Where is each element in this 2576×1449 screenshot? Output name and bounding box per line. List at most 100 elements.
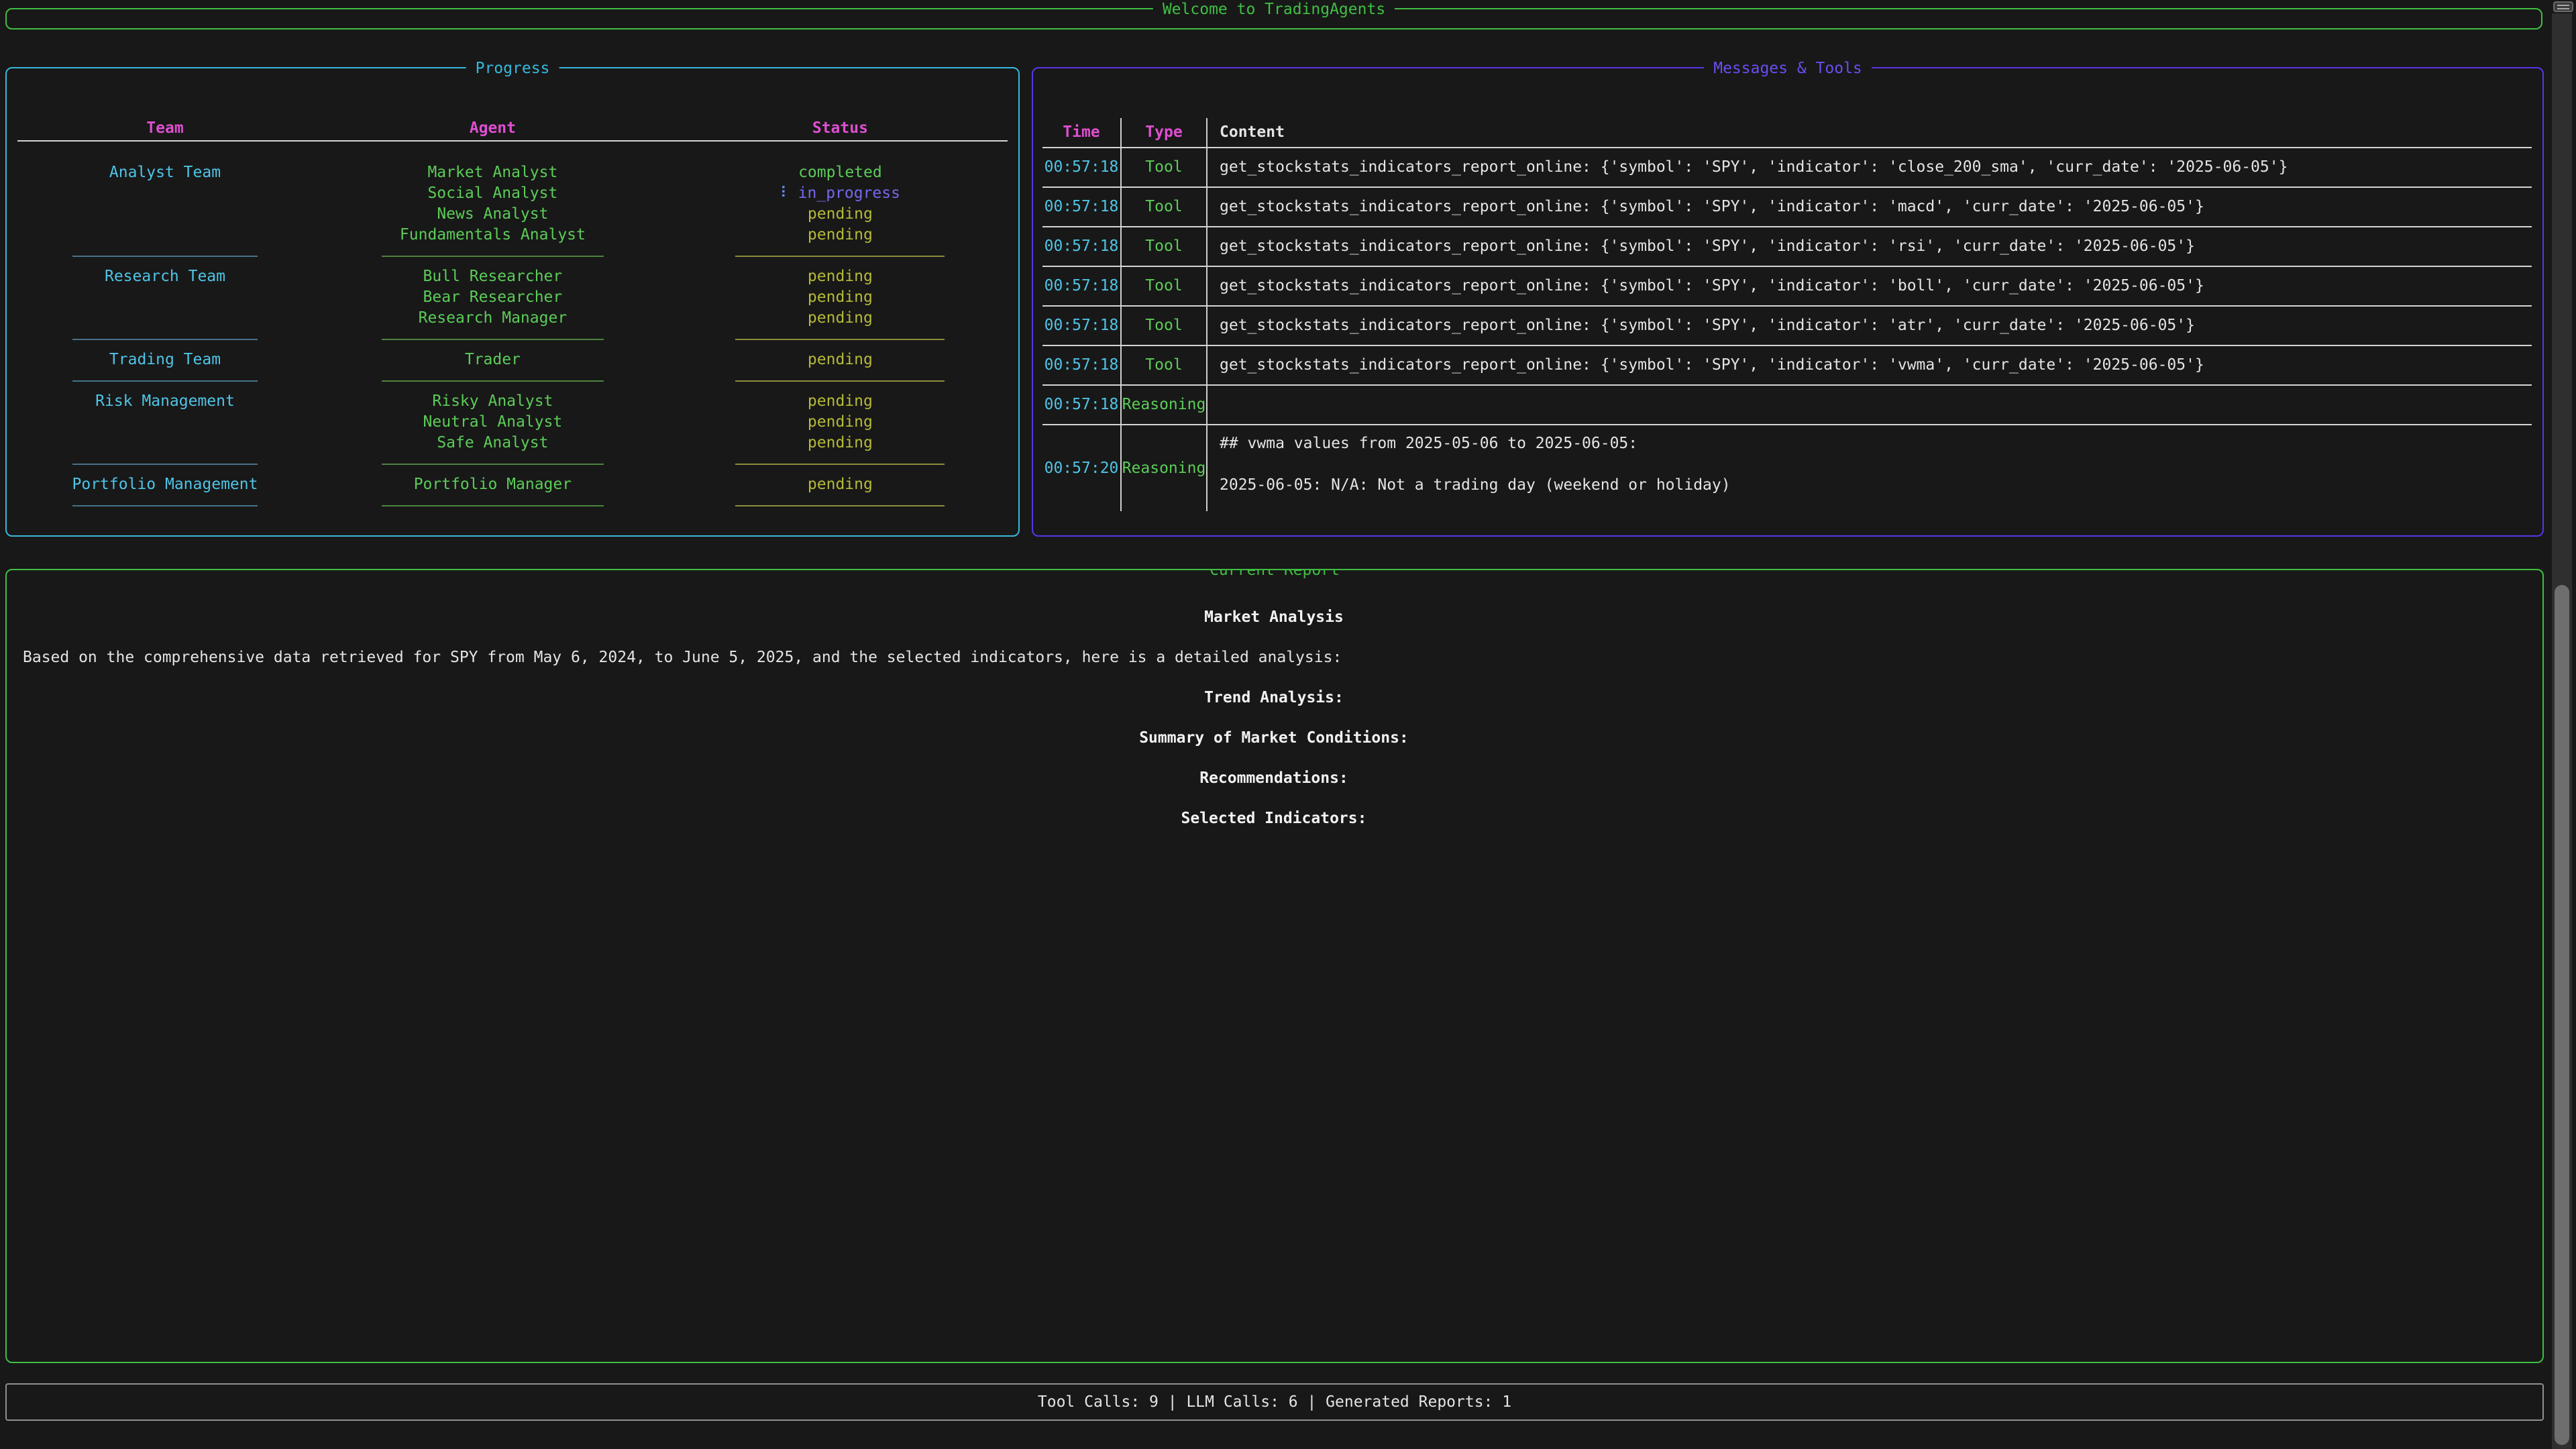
status-cell: completed: [672, 162, 1009, 183]
separator-cell: [16, 463, 314, 465]
messages-header-separator: [1042, 147, 2532, 148]
progress-header-separator: [17, 140, 1008, 142]
status-cell: pending: [672, 433, 1009, 453]
team-cell: Risk Management: [95, 392, 235, 410]
team-cell: Analyst Team: [109, 164, 221, 181]
messages-panel: Messages & Tools Time Type Content 00:57…: [1032, 58, 2544, 537]
section-heading: Trend Analysis:: [1204, 689, 1344, 706]
separator-cell: [16, 255, 314, 257]
report-panel: Current Report Market Analysis Based on …: [5, 569, 2544, 1363]
agent-cell: Trader: [464, 351, 521, 368]
separator-cell: [314, 255, 672, 257]
progress-row: Portfolio Management Portfolio Manager pen…: [16, 474, 1009, 495]
message-time: 00:57:18: [1044, 356, 1119, 374]
messages-table-header: Time Type Content: [1042, 118, 2532, 147]
section-heading: Recommendations:: [1199, 769, 1348, 787]
messages-table: Time Type Content 00:57:18 Tool get_stocks…: [1042, 118, 2532, 511]
progress-row: Research Team Bull Researcher pending: [16, 266, 1009, 287]
progress-group-separator: [16, 246, 1009, 266]
status-cell: pending: [672, 308, 1009, 329]
team-cell: [16, 225, 314, 246]
agent-cell: Bull Researcher: [423, 268, 563, 285]
scrollbar-track[interactable]: [2552, 13, 2572, 1449]
status-badge: pending: [807, 413, 873, 431]
command-palette-icon[interactable]: [2553, 1, 2573, 12]
status-cell: pending: [672, 225, 1009, 246]
message-time: 00:57:18: [1044, 198, 1119, 215]
footer-bar: Tool Calls: 9 | LLM Calls: 6 | Generated…: [5, 1383, 2544, 1421]
team-cell: [16, 433, 314, 453]
team-cell: Trading Team: [109, 351, 221, 368]
progress-group-separator: [16, 495, 1009, 516]
welcome-title: Welcome to TradingAgents: [1152, 0, 1395, 20]
agent-cell: Risky Analyst: [432, 392, 553, 410]
progress-row: Research Manager pending: [16, 308, 1009, 329]
agent-cell: Market Analyst: [427, 164, 558, 181]
progress-group-separator: [16, 370, 1009, 391]
message-type: Tool: [1120, 188, 1208, 226]
message-type: Tool: [1120, 346, 1208, 384]
message-time: 00:57:18: [1044, 158, 1119, 176]
report-intro: Based on the comprehensive data retrieve…: [23, 649, 1342, 666]
message-content-line: get_stockstats_indicators_report_online:…: [1220, 277, 2204, 294]
progress-row: Analyst Team Market Analyst completed: [16, 162, 1009, 183]
separator-cell: [16, 380, 314, 382]
report-main-heading: Market Analysis: [1204, 608, 1344, 626]
agent-cell: Safe Analyst: [437, 434, 549, 451]
agent-cell: Social Analyst: [427, 184, 558, 202]
status-badge: pending: [807, 205, 873, 223]
message-content: get_stockstats_indicators_report_online:…: [1208, 346, 2532, 384]
section-heading: Selected Indicators:: [1181, 810, 1367, 827]
status-cell: pending: [672, 350, 1009, 370]
separator-cell: [314, 338, 672, 340]
team-cell: [16, 412, 314, 433]
separator-cell: [16, 504, 314, 506]
team-cell: [16, 183, 314, 204]
message-content-line: get_stockstats_indicators_report_online:…: [1220, 237, 2195, 255]
message-type: Tool: [1120, 148, 1208, 186]
report-title: Current Report: [1200, 570, 1349, 581]
progress-row: Fundamentals Analyst pending: [16, 225, 1009, 246]
scrollbar-thumb[interactable]: [2555, 585, 2569, 1445]
message-time: 00:57:18: [1044, 396, 1119, 413]
progress-panel: Progress Team Agent Status Analyst Team M…: [5, 58, 1020, 537]
message-row: 00:57:18 Tool get_stockstats_indicators_re…: [1042, 188, 2532, 227]
message-type: Tool: [1120, 227, 1208, 266]
message-time: 00:57:20: [1044, 459, 1119, 477]
separator-cell: [672, 380, 1009, 382]
progress-row: Safe Analyst pending: [16, 433, 1009, 453]
progress-row: Neutral Analyst pending: [16, 412, 1009, 433]
status-badge: pending: [807, 392, 873, 410]
status-cell: pending: [672, 474, 1009, 495]
message-time: 00:57:18: [1044, 237, 1119, 255]
separator-cell: [314, 504, 672, 506]
separator-cell: [672, 504, 1009, 506]
footer-stats: Tool Calls: 9 | LLM Calls: 6 | Generated…: [1037, 1393, 1512, 1411]
message-content-line: get_stockstats_indicators_report_online:…: [1220, 198, 2204, 215]
message-content: get_stockstats_indicators_report_online:…: [1208, 227, 2532, 266]
status-badge: in_progress: [798, 184, 900, 202]
message-row: 00:57:18 Tool get_stockstats_indicators_re…: [1042, 148, 2532, 188]
messages-title: Messages & Tools: [1704, 58, 1872, 79]
message-type: Tool: [1120, 307, 1208, 345]
progress-title: Progress: [466, 58, 559, 79]
message-row: 00:57:18 Tool get_stockstats_indicators_re…: [1042, 267, 2532, 307]
message-time: 00:57:18: [1044, 317, 1119, 334]
progress-row: News Analyst pending: [16, 204, 1009, 225]
message-content-line: get_stockstats_indicators_report_online:…: [1220, 317, 2195, 334]
message-row: 00:57:18 Tool get_stockstats_indicators_re…: [1042, 307, 2532, 346]
status-badge: pending: [807, 268, 873, 285]
separator-cell: [16, 338, 314, 340]
message-content-line: get_stockstats_indicators_report_online:…: [1220, 158, 2288, 176]
agent-cell: Neutral Analyst: [423, 413, 563, 431]
message-time: 00:57:18: [1044, 277, 1119, 294]
message-content: get_stockstats_indicators_report_online:…: [1208, 188, 2532, 226]
message-content-line: [1220, 394, 2525, 415]
welcome-panel: Welcome to TradingAgents: [5, 0, 2542, 30]
separator-cell: [672, 255, 1009, 257]
message-content: get_stockstats_indicators_report_online:…: [1208, 148, 2532, 186]
status-badge: completed: [798, 164, 882, 181]
message-content-line: [1220, 454, 2525, 475]
team-cell: Research Team: [104, 268, 225, 285]
agent-cell: Portfolio Manager: [413, 476, 572, 493]
